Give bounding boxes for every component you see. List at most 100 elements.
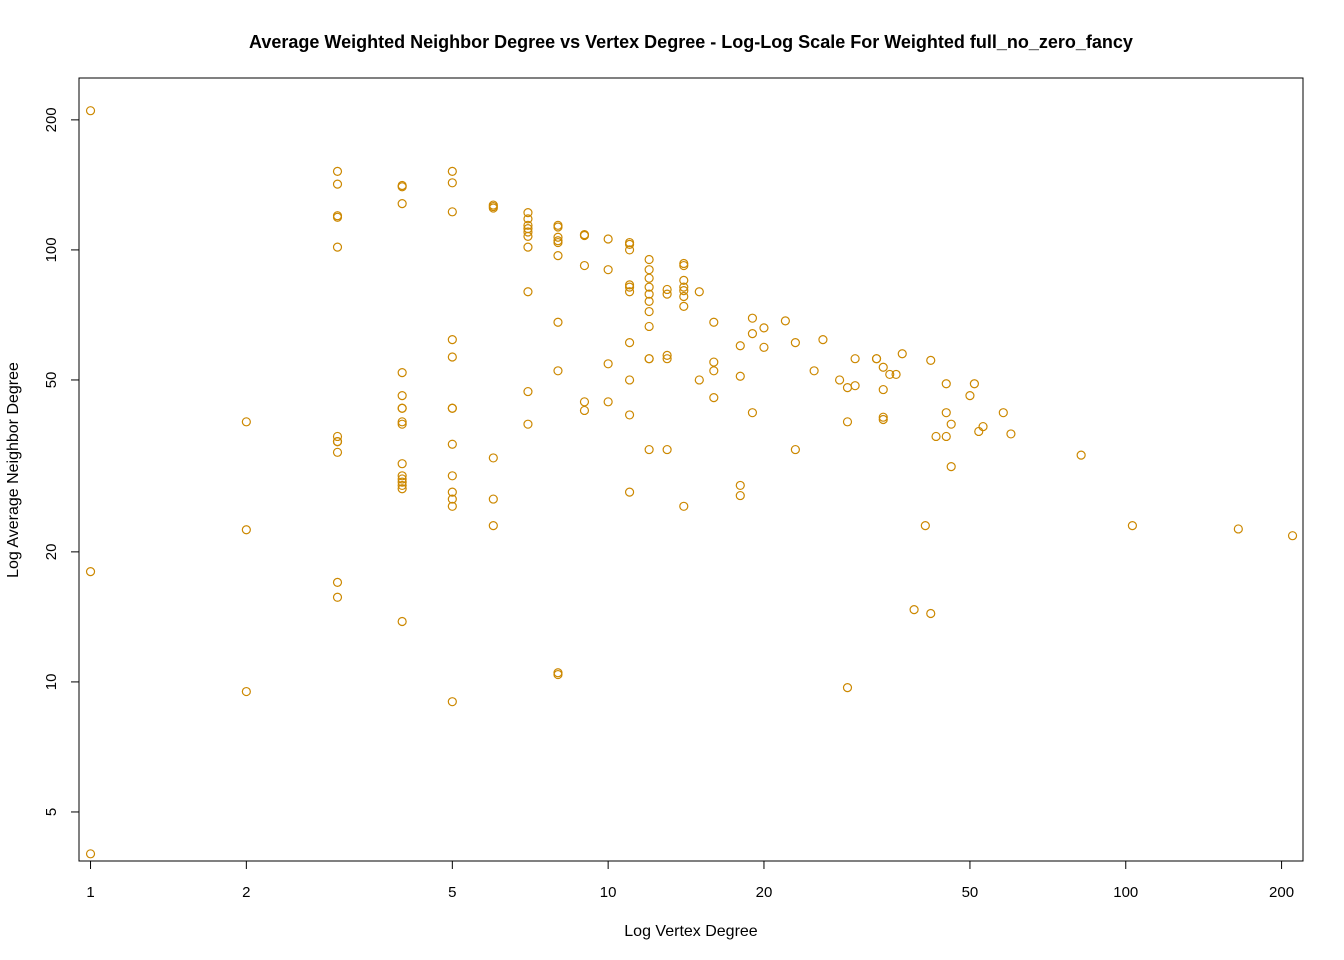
data-point	[644, 444, 654, 455]
data-point	[1076, 450, 1086, 460]
data-point	[709, 393, 719, 403]
data-point	[523, 214, 533, 224]
data-point	[603, 359, 613, 369]
data-point	[1006, 429, 1016, 439]
data-point	[735, 341, 745, 351]
data-point	[842, 683, 853, 693]
x-tick-label: 200	[1269, 884, 1294, 901]
data-point	[624, 280, 635, 290]
data-point	[679, 260, 689, 271]
data-point	[397, 477, 407, 487]
data-point	[241, 525, 251, 535]
x-tick-label: 100	[1113, 884, 1138, 901]
data-point	[397, 368, 407, 378]
data-point	[790, 338, 800, 348]
data-point	[553, 669, 563, 680]
data-point	[644, 306, 654, 317]
data-point	[931, 431, 941, 442]
data-point	[978, 421, 988, 432]
data-point	[644, 321, 654, 332]
data-point	[332, 436, 343, 447]
y-tick-label: 200	[43, 107, 60, 132]
data-point	[850, 354, 860, 364]
data-point	[747, 408, 758, 418]
data-point	[332, 431, 343, 442]
data-point	[926, 355, 936, 365]
data-point	[397, 471, 407, 481]
data-point	[759, 342, 769, 352]
data-point	[241, 417, 251, 427]
data-point	[662, 284, 672, 295]
data-point	[447, 403, 457, 413]
data-point	[780, 316, 790, 326]
data-point	[941, 408, 951, 418]
data-point	[747, 313, 758, 323]
data-point	[878, 412, 888, 422]
x-tick-label: 10	[600, 884, 617, 901]
data-point	[624, 245, 635, 255]
data-point	[834, 375, 845, 385]
data-point	[747, 329, 758, 339]
data-point	[694, 287, 704, 297]
data-point	[969, 379, 979, 389]
data-point	[523, 227, 533, 237]
data-point	[397, 484, 407, 494]
data-point	[818, 334, 828, 345]
data-point	[397, 459, 407, 469]
data-point	[553, 317, 563, 327]
data-point	[946, 419, 956, 429]
data-point	[662, 289, 672, 299]
data-point	[553, 237, 563, 248]
data-point	[891, 369, 901, 380]
data-point	[447, 334, 457, 345]
data-point	[523, 419, 533, 429]
data-point	[332, 447, 343, 457]
data-point	[679, 301, 689, 312]
y-axis-label: Log Average Neighbor Degree	[5, 362, 22, 578]
data-point	[488, 453, 498, 463]
data-point	[909, 605, 919, 615]
data-point	[397, 182, 407, 192]
data-point	[662, 350, 672, 360]
data-point	[735, 371, 745, 381]
data-point	[946, 462, 956, 472]
data-point	[488, 203, 498, 213]
data-point	[85, 567, 96, 577]
data-point	[941, 431, 951, 442]
data-point	[709, 366, 719, 376]
data-point	[679, 282, 689, 292]
chart-title: Average Weighted Neighbor Degree vs Vert…	[249, 32, 1133, 52]
data-point	[397, 198, 407, 209]
data-point	[809, 366, 819, 376]
data-point	[523, 220, 533, 230]
data-point	[679, 291, 689, 302]
data-point	[644, 254, 654, 265]
y-tick-label: 50	[43, 372, 60, 389]
y-tick-label: 20	[43, 544, 60, 561]
data-point	[679, 275, 689, 286]
data-point	[709, 317, 719, 327]
data-point	[488, 521, 498, 531]
data-point	[790, 444, 800, 455]
data-point	[241, 686, 251, 697]
data-point	[644, 289, 654, 299]
data-point	[523, 208, 533, 218]
data-point	[624, 282, 635, 292]
x-axis-label: Log Vertex Degree	[624, 923, 758, 940]
y-tick-label: 100	[43, 237, 60, 262]
data-point	[759, 323, 769, 333]
data-point	[332, 166, 343, 176]
data-point	[447, 166, 457, 176]
data-point	[974, 426, 984, 437]
data-point	[850, 381, 860, 391]
data-point	[624, 487, 635, 497]
data-point	[523, 287, 533, 297]
data-point	[735, 480, 745, 491]
data-point	[878, 362, 888, 372]
data-point	[878, 414, 888, 425]
data-point	[709, 357, 719, 367]
data-point	[523, 242, 533, 252]
data-point	[603, 265, 613, 275]
data-point	[397, 391, 407, 401]
